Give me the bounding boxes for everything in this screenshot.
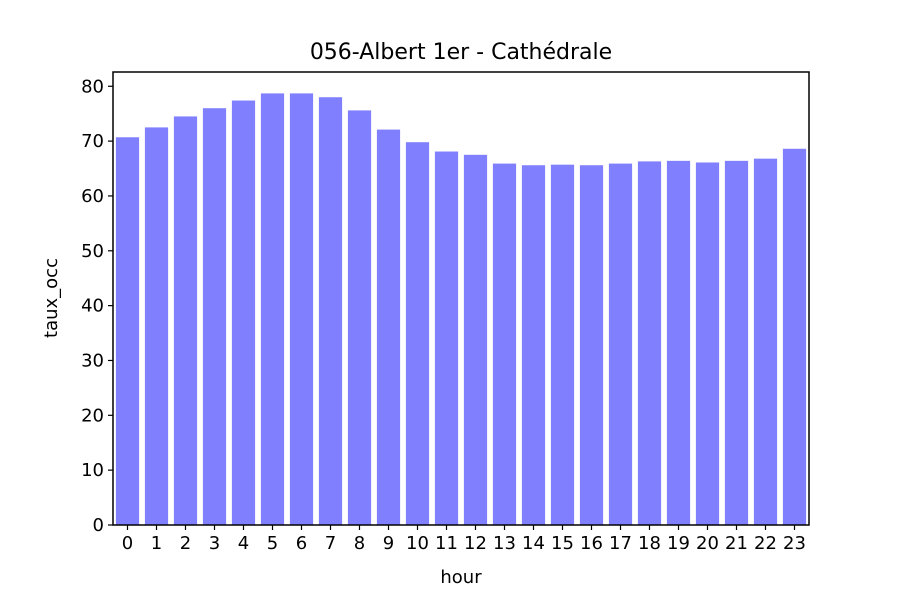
x-tick-label: 2 [180, 533, 191, 554]
x-tick-label: 21 [725, 533, 748, 554]
bar-hour-10 [405, 142, 430, 525]
y-tick-label: 30 [81, 350, 104, 371]
bar-hour-9 [376, 129, 401, 525]
x-tick-label: 8 [354, 533, 365, 554]
x-axis: 0 1 2 3 4 5 6 7 8 9 10 11 12 13 14 15 16 17 18 19 20 21 22 23 [122, 525, 806, 554]
x-tick-label: 23 [783, 533, 806, 554]
bar-hour-21 [724, 160, 749, 525]
x-tick-label: 11 [435, 533, 458, 554]
bar-hour-1 [144, 127, 169, 525]
bar-hour-18 [637, 161, 662, 525]
bar-hour-12 [463, 154, 488, 525]
bar-hour-14 [521, 165, 546, 526]
x-tick-label: 6 [296, 533, 307, 554]
x-tick-label: 16 [580, 533, 603, 554]
y-tick-label: 50 [81, 241, 104, 262]
x-tick-label: 5 [267, 533, 278, 554]
bar-hour-3 [202, 108, 227, 525]
bar-hour-8 [347, 110, 372, 525]
x-tick-label: 1 [151, 533, 162, 554]
bar-hour-16 [579, 165, 604, 526]
x-tick-label: 13 [493, 533, 516, 554]
bar-hour-4 [231, 100, 256, 526]
y-tick-label: 40 [81, 296, 104, 317]
bar-hour-11 [434, 151, 459, 525]
x-tick-label: 20 [696, 533, 719, 554]
x-tick-label: 12 [464, 533, 487, 554]
bar-hour-23 [782, 148, 807, 525]
bar-hour-19 [666, 160, 691, 525]
bar-hour-5 [260, 93, 285, 525]
y-tick-label: 60 [81, 186, 104, 207]
y-tick-label: 20 [81, 405, 104, 426]
x-tick-label: 3 [209, 533, 220, 554]
x-tick-label: 22 [754, 533, 777, 554]
y-axis: 0 10 20 30 40 50 60 70 80 [81, 76, 113, 536]
bar-hour-2 [173, 116, 198, 526]
bar-hour-7 [318, 97, 343, 525]
x-axis-label: hour [440, 567, 482, 588]
y-tick-label: 10 [81, 460, 104, 481]
x-tick-label: 9 [383, 533, 394, 554]
y-axis-label: taux_occ [41, 258, 62, 338]
bar-hour-6 [289, 93, 314, 525]
x-tick-label: 14 [522, 533, 545, 554]
bar-hour-0 [115, 137, 140, 525]
x-tick-label: 10 [406, 533, 429, 554]
plot-frame [112, 71, 810, 526]
chart-title: 056-Albert 1er - Cathédrale [310, 40, 612, 65]
bar-hour-15 [550, 164, 575, 525]
bar-hour-17 [608, 163, 633, 525]
y-tick-label: 80 [81, 76, 104, 97]
x-tick-label: 4 [238, 533, 249, 554]
bar-hour-20 [695, 162, 720, 526]
x-tick-label: 19 [667, 533, 690, 554]
bars-group [115, 93, 807, 526]
x-tick-label: 18 [638, 533, 661, 554]
x-tick-label: 15 [551, 533, 574, 554]
bar-hour-13 [492, 163, 517, 525]
x-tick-label: 7 [325, 533, 336, 554]
x-tick-label: 0 [122, 533, 133, 554]
x-tick-label: 17 [609, 533, 632, 554]
y-tick-label: 0 [93, 515, 104, 536]
bar-hour-22 [753, 158, 778, 525]
y-tick-label: 70 [81, 131, 104, 152]
